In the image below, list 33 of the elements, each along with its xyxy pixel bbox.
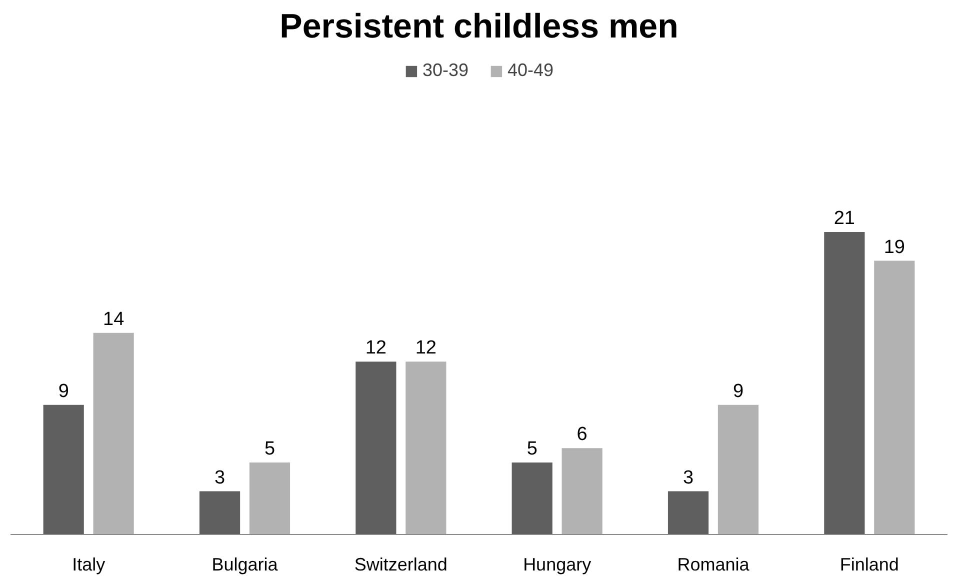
bar — [93, 332, 134, 534]
x-tick-label: Romania — [677, 554, 750, 574]
data-label: 6 — [576, 424, 588, 446]
data-label: 5 — [526, 438, 538, 460]
bar — [562, 448, 602, 534]
x-tick-label: Switzerland — [354, 554, 448, 574]
bar — [718, 404, 759, 534]
legend-label: 40-49 — [508, 60, 554, 81]
bar — [512, 462, 552, 534]
bar — [824, 232, 865, 534]
bar — [406, 362, 446, 534]
data-label: 14 — [103, 308, 125, 330]
bar — [249, 462, 290, 534]
data-label: 12 — [415, 338, 436, 359]
bar — [43, 404, 84, 534]
bar — [199, 491, 240, 534]
data-label: 21 — [834, 208, 856, 229]
data-label: 3 — [214, 467, 226, 488]
x-tick-label: Italy — [72, 554, 106, 574]
x-tick-label: Bulgaria — [212, 554, 279, 574]
data-label: 12 — [365, 338, 387, 359]
bar — [356, 362, 396, 534]
data-label: 9 — [732, 380, 744, 402]
data-label: 5 — [264, 438, 276, 460]
data-label: 3 — [682, 467, 694, 488]
data-label: 9 — [58, 380, 69, 402]
x-tick-label: Finland — [840, 554, 899, 574]
chart-title: Persistent childless men — [280, 8, 678, 46]
x-tick-label: Hungary — [523, 554, 592, 574]
data-label: 19 — [884, 236, 905, 258]
legend-label: 30-39 — [422, 60, 468, 81]
bar — [668, 491, 709, 534]
bar — [874, 260, 915, 534]
